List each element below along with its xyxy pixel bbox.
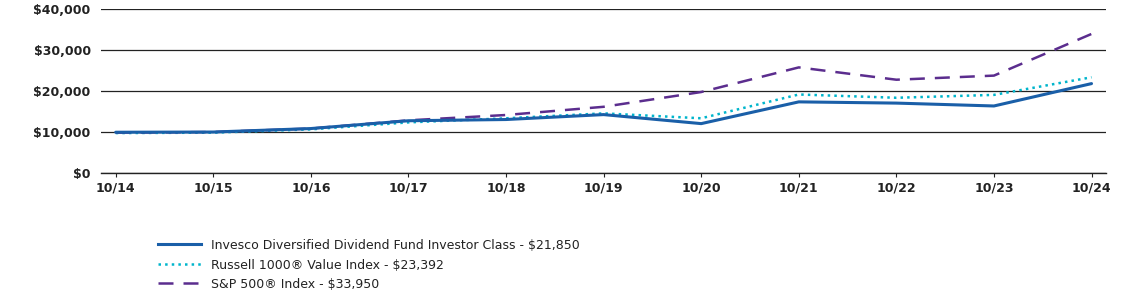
S&P 500® Index - $33,950 [597, 105, 611, 109]
Invesco Diversified Dividend Fund Investor Class - $21,850 [597, 113, 611, 116]
Russell 1000® Value Index - $23,392 [889, 96, 903, 100]
S&P 500® Index - $33,950 [987, 74, 1001, 78]
S&P 500® Index - $33,950 [889, 78, 903, 81]
Invesco Diversified Dividend Fund Investor Class - $21,850 [402, 119, 416, 123]
Russell 1000® Value Index - $23,392 [694, 116, 707, 120]
Russell 1000® Value Index - $23,392 [792, 93, 805, 96]
Invesco Diversified Dividend Fund Investor Class - $21,850 [792, 100, 805, 104]
S&P 500® Index - $33,950 [500, 113, 513, 117]
Line: Russell 1000® Value Index - $23,392: Russell 1000® Value Index - $23,392 [116, 77, 1092, 133]
Legend: Invesco Diversified Dividend Fund Investor Class - $21,850, Russell 1000® Value : Invesco Diversified Dividend Fund Invest… [157, 239, 581, 291]
Invesco Diversified Dividend Fund Investor Class - $21,850 [1085, 82, 1098, 85]
Line: S&P 500® Index - $33,950: S&P 500® Index - $33,950 [116, 34, 1092, 133]
Invesco Diversified Dividend Fund Investor Class - $21,850 [987, 104, 1001, 108]
Russell 1000® Value Index - $23,392 [109, 131, 122, 135]
Russell 1000® Value Index - $23,392 [402, 121, 416, 124]
Invesco Diversified Dividend Fund Investor Class - $21,850 [889, 101, 903, 105]
S&P 500® Index - $33,950 [694, 90, 707, 94]
Russell 1000® Value Index - $23,392 [987, 93, 1001, 97]
Russell 1000® Value Index - $23,392 [207, 131, 220, 134]
Russell 1000® Value Index - $23,392 [500, 116, 513, 120]
Invesco Diversified Dividend Fund Investor Class - $21,850 [207, 130, 220, 134]
S&P 500® Index - $33,950 [402, 119, 416, 122]
Line: Invesco Diversified Dividend Fund Investor Class - $21,850: Invesco Diversified Dividend Fund Invest… [116, 84, 1092, 132]
S&P 500® Index - $33,950 [304, 127, 318, 130]
S&P 500® Index - $33,950 [1085, 32, 1098, 36]
S&P 500® Index - $33,950 [207, 130, 220, 134]
Invesco Diversified Dividend Fund Investor Class - $21,850 [304, 127, 318, 130]
S&P 500® Index - $33,950 [109, 131, 122, 134]
Invesco Diversified Dividend Fund Investor Class - $21,850 [109, 130, 122, 134]
Russell 1000® Value Index - $23,392 [1085, 75, 1098, 79]
Invesco Diversified Dividend Fund Investor Class - $21,850 [500, 118, 513, 121]
Russell 1000® Value Index - $23,392 [597, 112, 611, 115]
Russell 1000® Value Index - $23,392 [304, 128, 318, 131]
S&P 500® Index - $33,950 [792, 66, 805, 69]
Invesco Diversified Dividend Fund Investor Class - $21,850 [694, 122, 707, 126]
